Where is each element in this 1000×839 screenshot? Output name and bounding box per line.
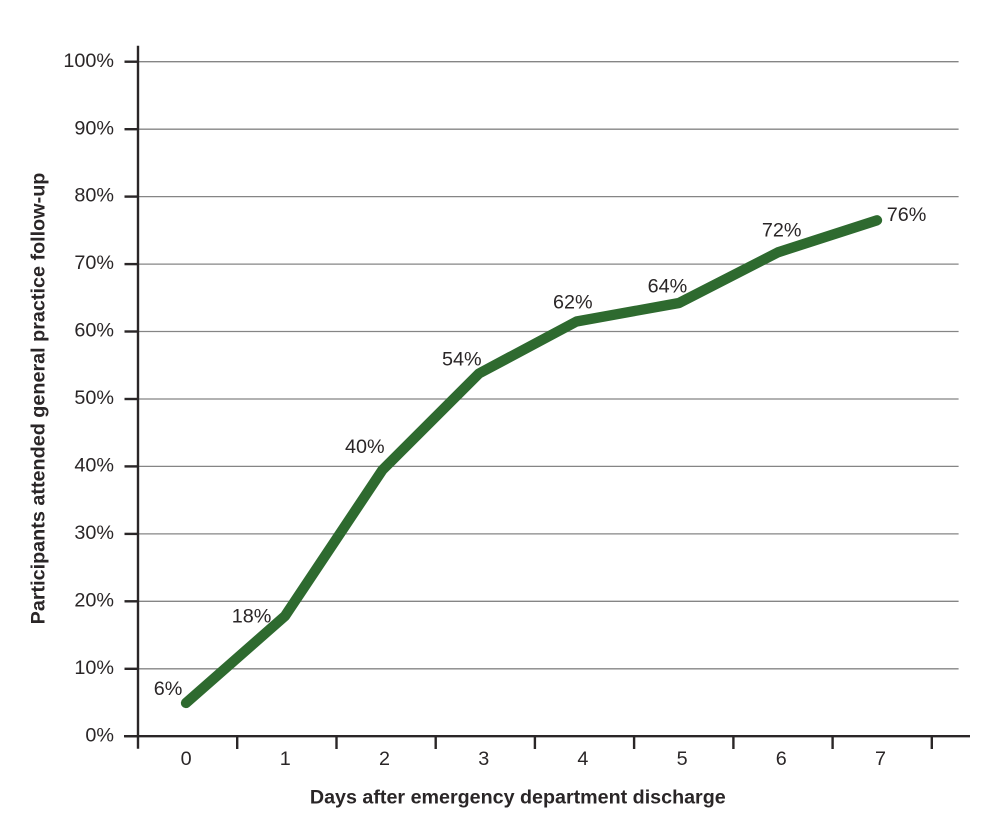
svg-text:70%: 70% (74, 252, 114, 274)
svg-text:1: 1 (280, 748, 291, 770)
svg-text:80%: 80% (74, 185, 114, 207)
svg-text:Days after emergency departmen: Days after emergency department discharg… (310, 786, 726, 808)
svg-text:64%: 64% (648, 276, 688, 298)
svg-text:60%: 60% (74, 320, 114, 342)
svg-text:50%: 50% (74, 387, 114, 409)
svg-text:20%: 20% (74, 589, 114, 611)
svg-text:10%: 10% (74, 657, 114, 679)
svg-text:90%: 90% (74, 117, 114, 139)
svg-text:6: 6 (776, 748, 787, 770)
svg-text:6%: 6% (154, 678, 183, 700)
svg-text:18%: 18% (232, 606, 272, 628)
svg-text:62%: 62% (553, 292, 593, 314)
svg-text:Participants attended general: Participants attended general practice f… (28, 173, 50, 625)
svg-text:0%: 0% (85, 724, 114, 746)
svg-text:0: 0 (181, 748, 192, 770)
svg-text:30%: 30% (74, 522, 114, 544)
svg-text:5: 5 (677, 748, 688, 770)
svg-text:72%: 72% (762, 220, 802, 242)
svg-text:40%: 40% (345, 436, 385, 458)
svg-text:4: 4 (577, 748, 588, 770)
svg-text:76%: 76% (887, 204, 927, 226)
svg-text:100%: 100% (63, 50, 114, 72)
svg-text:40%: 40% (74, 455, 114, 477)
svg-text:7: 7 (875, 748, 886, 770)
svg-text:2: 2 (379, 748, 390, 770)
svg-text:3: 3 (478, 748, 489, 770)
svg-text:54%: 54% (442, 349, 482, 371)
